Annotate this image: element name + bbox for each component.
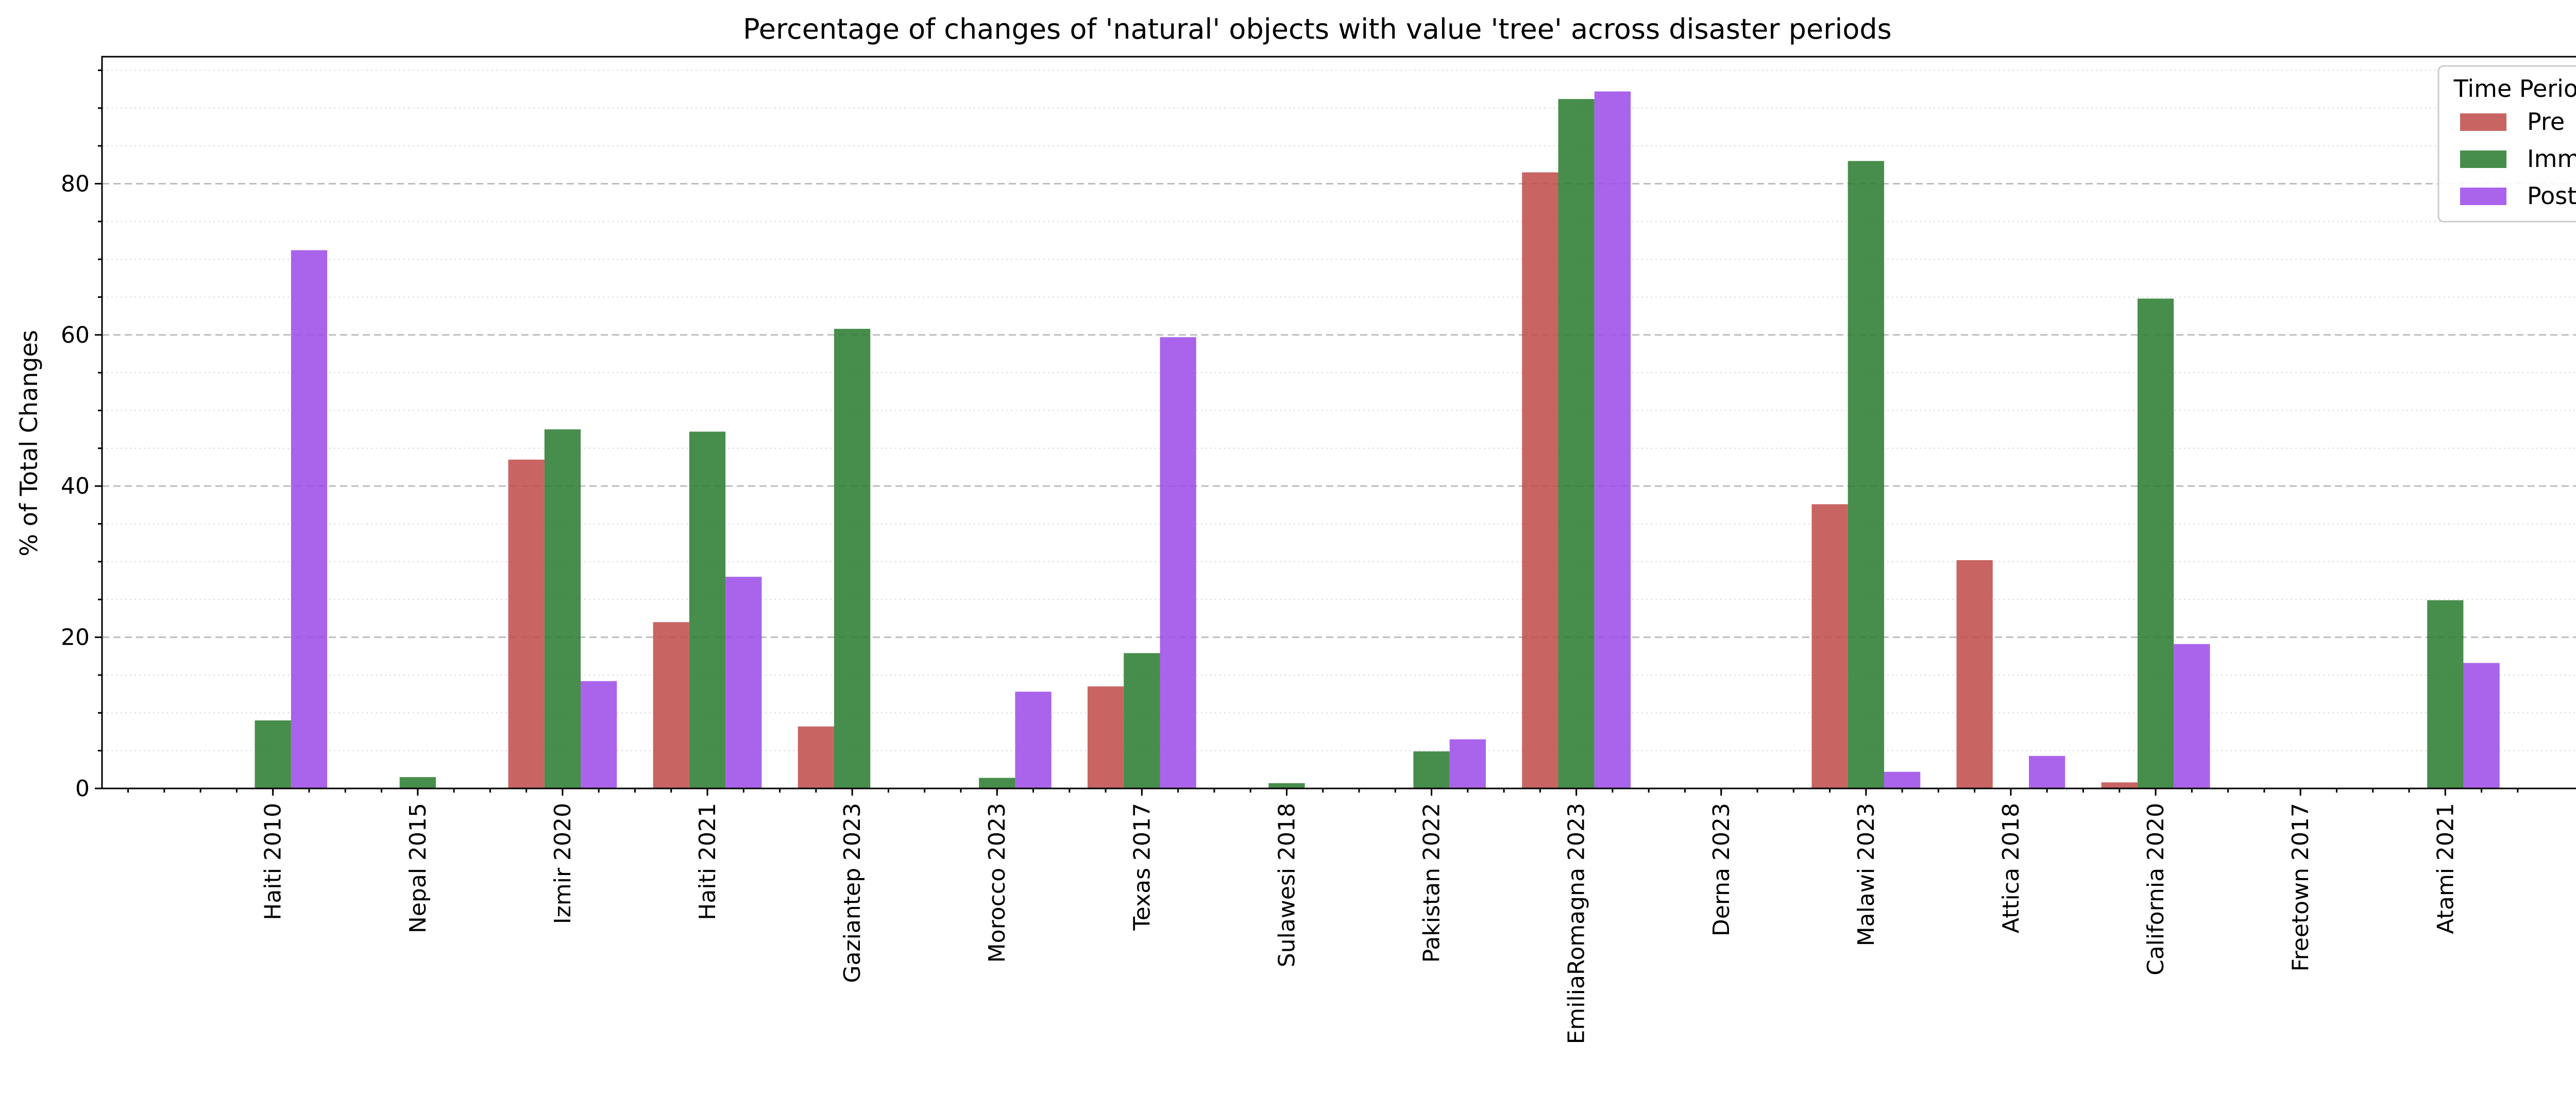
y-tick-label: 20 <box>61 625 90 651</box>
bar-imm-7 <box>1268 783 1305 788</box>
legend-swatch-post <box>2460 188 2506 205</box>
x-tick-label: Haiti 2021 <box>694 803 721 920</box>
legend-swatch-pre <box>2460 113 2506 131</box>
bar-imm-1 <box>399 777 436 788</box>
y-tick-label: 80 <box>61 171 90 197</box>
legend: Time Period Pre Imm Post <box>2437 65 2576 223</box>
bar-imm-5 <box>979 778 1015 788</box>
x-tick-label: Pakistan 2022 <box>1419 803 1445 963</box>
y-tick-label: 60 <box>61 322 90 348</box>
bar-pre-11 <box>1811 504 1848 788</box>
bar-imm-11 <box>1848 161 1885 789</box>
bar-imm-15 <box>2427 600 2464 788</box>
x-tick-label: California 2020 <box>2143 803 2169 976</box>
bar-pre-3 <box>653 622 689 788</box>
bar-post-11 <box>1884 771 1921 788</box>
bar-post-9 <box>1594 91 1631 788</box>
bar-post-0 <box>291 250 328 788</box>
legend-label-post: Post <box>2527 182 2576 210</box>
bar-pre-13 <box>2101 782 2138 788</box>
x-tick-label: Texas 2017 <box>1129 803 1155 931</box>
bar-post-3 <box>725 577 762 788</box>
bar-imm-8 <box>1413 751 1450 788</box>
x-tick-label: Gaziantep 2023 <box>839 803 866 983</box>
legend-swatch-imm <box>2460 150 2506 168</box>
bar-post-13 <box>2174 644 2210 788</box>
chart-title: Percentage of changes of 'natural' objec… <box>743 13 1892 45</box>
bar-imm-0 <box>255 720 291 788</box>
x-tick-label: Nepal 2015 <box>405 803 431 933</box>
bar-imm-13 <box>2137 298 2174 788</box>
bar-post-12 <box>2029 755 2065 788</box>
bar-imm-3 <box>689 431 726 788</box>
bar-post-8 <box>1449 739 1486 788</box>
x-tick-label: Morocco 2023 <box>984 803 1010 963</box>
legend-title: Time Period <box>2453 75 2576 103</box>
bar-imm-6 <box>1124 653 1160 788</box>
x-tick-label: Haiti 2010 <box>260 803 286 920</box>
bar-pre-6 <box>1087 686 1124 788</box>
bar-pre-4 <box>798 726 834 788</box>
y-tick-label: 0 <box>75 776 90 802</box>
legend-label-imm: Imm <box>2527 145 2576 173</box>
y-axis-ticks: 0 20 40 60 80 <box>61 69 102 802</box>
x-tick-label: EmiliaRomagna 2023 <box>1564 803 1590 1044</box>
x-tick-label: Sulawesi 2018 <box>1274 803 1300 967</box>
bar-post-2 <box>581 681 617 788</box>
x-tick-label: Derna 2023 <box>1708 803 1735 936</box>
bar-imm-4 <box>834 329 871 788</box>
legend-label-pre: Pre <box>2527 108 2565 136</box>
bar-pre-12 <box>1956 560 1993 788</box>
bar-pre-9 <box>1522 172 1558 788</box>
x-tick-label: Atami 2021 <box>2432 803 2459 934</box>
grid-lines <box>102 70 2576 751</box>
x-tick-label: Izmir 2020 <box>550 803 576 924</box>
bar-post-6 <box>1160 337 1196 788</box>
x-tick-label: Malawi 2023 <box>1853 803 1879 946</box>
bar-pre-2 <box>508 459 545 788</box>
x-tick-label: Freetown 2017 <box>2287 803 2314 971</box>
bar-imm-2 <box>544 429 581 788</box>
legend-box <box>2437 65 2576 223</box>
bar-imm-9 <box>1558 99 1595 788</box>
x-axis-ticks: Haiti 2010 Nepal 2015 Izmir 2020 Haiti 2021… <box>127 788 2519 1044</box>
x-tick-label: Attica 2018 <box>1998 803 2024 933</box>
bar-post-15 <box>2463 663 2500 788</box>
y-tick-label: 40 <box>61 473 90 499</box>
bars <box>255 91 2500 789</box>
bar-post-5 <box>1015 692 1052 788</box>
y-axis-label: % of Total Changes <box>15 330 43 556</box>
